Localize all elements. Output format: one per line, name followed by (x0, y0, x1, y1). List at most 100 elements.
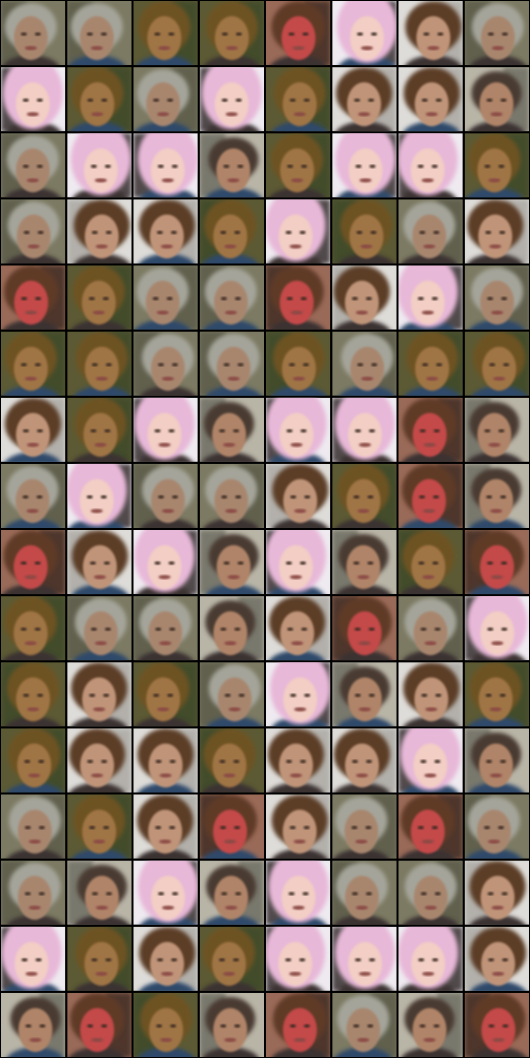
mouth (159, 839, 172, 844)
face-image (266, 199, 331, 264)
face (481, 1007, 516, 1052)
face (344, 875, 379, 920)
face-image (199, 596, 264, 661)
eye (102, 296, 109, 301)
mouth (293, 1037, 306, 1042)
face-image (67, 265, 132, 330)
face-image (332, 463, 397, 528)
face-image (266, 860, 331, 925)
eye (223, 561, 230, 565)
mouth (491, 46, 504, 51)
eye (354, 627, 361, 631)
mouth (225, 905, 238, 910)
mouth (156, 310, 169, 315)
mouth (24, 575, 37, 580)
eye (365, 892, 372, 896)
shoulders (403, 716, 460, 727)
mouth (424, 905, 437, 910)
mouth (24, 376, 37, 381)
face (416, 16, 451, 61)
shoulders (135, 716, 191, 727)
face-image (464, 331, 529, 396)
eye (365, 825, 372, 830)
eye (300, 429, 307, 433)
mouth (158, 46, 171, 51)
shoulders (201, 782, 258, 793)
eye (301, 164, 308, 168)
eye (101, 1024, 108, 1028)
eye (367, 1024, 374, 1028)
shoulders (405, 55, 462, 66)
face (216, 346, 251, 391)
eye (235, 32, 242, 36)
shoulders (467, 716, 524, 727)
eye (100, 495, 107, 499)
face (80, 1007, 115, 1052)
shoulders (401, 518, 457, 528)
eye (285, 230, 292, 235)
shoulders (203, 518, 260, 528)
eye (300, 759, 307, 764)
face-image (332, 199, 397, 264)
eye (484, 429, 491, 433)
shoulders (468, 121, 525, 132)
eye (105, 230, 112, 235)
eye (357, 32, 364, 36)
face (212, 412, 247, 457)
face (149, 214, 184, 259)
eye (304, 495, 311, 499)
mouth (222, 971, 235, 976)
shoulders (7, 1047, 64, 1057)
eye (170, 1024, 177, 1028)
face-image (332, 1, 397, 66)
mouth (228, 707, 241, 712)
mouth (161, 178, 174, 183)
face-image (266, 662, 331, 727)
mouth (91, 112, 104, 117)
face-image (67, 860, 132, 925)
face-image (199, 397, 264, 462)
face-image (266, 992, 331, 1057)
shoulders (335, 518, 392, 528)
eye (219, 429, 226, 433)
mouth (29, 1037, 42, 1042)
mouth (355, 773, 368, 778)
mouth (423, 508, 436, 513)
shoulders (138, 1047, 194, 1057)
shoulders (402, 650, 459, 661)
shoulders (6, 782, 63, 793)
mouth (157, 112, 170, 117)
eye (101, 759, 108, 764)
face-image (266, 463, 331, 528)
mouth (158, 575, 171, 580)
eye (35, 296, 42, 301)
eye (20, 561, 27, 565)
mouth (28, 839, 41, 844)
eye (353, 561, 360, 565)
mouth (488, 442, 501, 447)
eye (158, 495, 165, 499)
face (13, 611, 48, 656)
shoulders (203, 914, 259, 925)
face (82, 809, 117, 854)
mouth (360, 244, 373, 249)
mouth (24, 641, 37, 646)
eye (20, 627, 27, 631)
eye (105, 363, 112, 367)
eye (232, 958, 239, 962)
face (83, 412, 118, 457)
shoulders (206, 716, 263, 727)
face-image (266, 926, 331, 991)
mouth (427, 46, 440, 51)
face-image (464, 992, 529, 1057)
mouth (358, 641, 371, 646)
face-image (67, 926, 132, 991)
eye (357, 363, 364, 367)
eye (433, 429, 440, 433)
shoulders (334, 782, 390, 793)
face (216, 545, 251, 590)
mouth (292, 46, 305, 51)
eye (420, 759, 427, 764)
face-image (464, 133, 529, 198)
eye (91, 230, 98, 235)
